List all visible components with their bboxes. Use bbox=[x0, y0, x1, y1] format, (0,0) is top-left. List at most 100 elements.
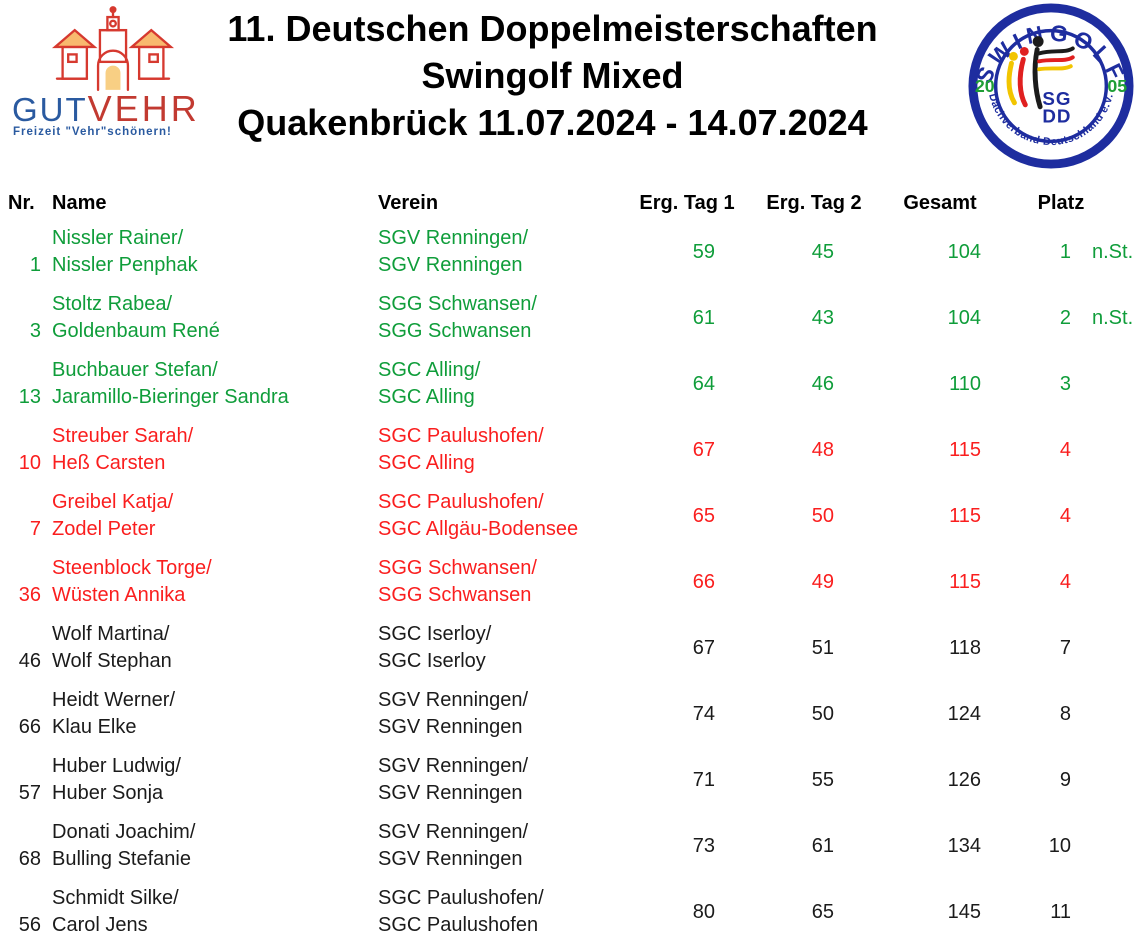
table-row: 3 Stoltz Rabea/ Goldenbaum René SGG Schw… bbox=[8, 291, 1143, 345]
player1-name: Schmidt Silke/ bbox=[52, 887, 179, 909]
sgdd-badge: SWINGOLF Dachverband Deutschland e.V. 20… bbox=[959, 0, 1143, 170]
player2-name: Heß Carsten bbox=[52, 452, 166, 474]
pair-number: 10 bbox=[18, 452, 41, 474]
gutvehr-word-vehr: VEHR bbox=[87, 88, 200, 129]
total-score: 126 bbox=[947, 768, 981, 791]
day2-score: 61 bbox=[811, 834, 834, 857]
pair-names: Huber Ludwig/ Huber Sonja bbox=[50, 753, 378, 807]
player2-name: Huber Sonja bbox=[52, 782, 164, 804]
day1-score: 67 bbox=[692, 438, 715, 461]
table-header-row: Nr. Name Verein Erg. Tag 1 Erg. Tag 2 Ge… bbox=[8, 190, 1143, 217]
results-table: Nr. Name Verein Erg. Tag 1 Erg. Tag 2 Ge… bbox=[0, 190, 1143, 939]
player2-name: Goldenbaum René bbox=[52, 320, 220, 342]
rank: 2 bbox=[1059, 306, 1071, 329]
tiebreak-note: n.St. bbox=[1092, 240, 1134, 263]
title-line3: Quakenbrück 11.07.2024 - 14.07.2024 bbox=[237, 102, 868, 143]
column-header-nr: Nr. bbox=[8, 192, 35, 214]
pair-names: Stoltz Rabea/ Goldenbaum René bbox=[50, 291, 378, 345]
day1-score: 66 bbox=[692, 570, 715, 593]
player2-club: SGV Renningen bbox=[378, 782, 523, 804]
pair-clubs: SGV Renningen/ SGV Renningen bbox=[378, 819, 626, 873]
total-score: 118 bbox=[949, 636, 981, 659]
column-header-gesamt: Gesamt bbox=[903, 192, 977, 214]
tiebreak-note bbox=[1092, 357, 1143, 411]
player2-name: Bulling Stefanie bbox=[52, 848, 191, 870]
pair-clubs: SGC Paulushofen/ SGC Paulushofen bbox=[378, 885, 626, 939]
rank: 9 bbox=[1059, 768, 1071, 791]
day1-score: 61 bbox=[692, 306, 715, 329]
sgdd-badge-icon: SWINGOLF Dachverband Deutschland e.V. 20… bbox=[968, 3, 1134, 169]
pair-clubs: SGV Renningen/ SGV Renningen bbox=[378, 753, 626, 807]
player1-name: Donati Joachim/ bbox=[52, 821, 196, 843]
day2-score: 51 bbox=[811, 636, 834, 659]
rank: 8 bbox=[1059, 702, 1071, 725]
badge-year-right: 05 bbox=[1107, 76, 1127, 96]
player1-club: SGV Renningen/ bbox=[378, 821, 529, 843]
pair-number: 57 bbox=[18, 782, 41, 804]
player2-name: Klau Elke bbox=[52, 716, 137, 738]
pair-names: Streuber Sarah/ Heß Carsten bbox=[50, 423, 378, 477]
player2-club: SGG Schwansen bbox=[378, 320, 532, 342]
rank: 10 bbox=[1048, 834, 1071, 857]
player1-name: Streuber Sarah/ bbox=[52, 425, 194, 447]
player1-name: Steenblock Torge/ bbox=[52, 557, 212, 579]
pair-number: 1 bbox=[29, 254, 41, 276]
player2-club: SGC Iserloy bbox=[378, 650, 486, 672]
tiebreak-note bbox=[1092, 423, 1143, 477]
tiebreak-note bbox=[1092, 753, 1143, 807]
pair-number: 66 bbox=[18, 716, 41, 738]
rank: 4 bbox=[1059, 438, 1071, 461]
player2-club: SGG Schwansen bbox=[378, 584, 532, 606]
badge-center-sg: SG bbox=[1042, 88, 1071, 109]
pair-clubs: SGV Renningen/ SGV Renningen bbox=[378, 225, 626, 279]
pair-names: Nissler Rainer/ Nissler Penphak bbox=[50, 225, 378, 279]
pair-clubs: SGG Schwansen/ SGG Schwansen bbox=[378, 291, 626, 345]
player2-name: Wüsten Annika bbox=[52, 584, 186, 606]
day1-score: 64 bbox=[692, 372, 715, 395]
page-title: 11. Deutschen Doppelmeisterschaften Swin… bbox=[212, 0, 959, 170]
pair-names: Donati Joachim/ Bulling Stefanie bbox=[50, 819, 378, 873]
player1-club: SGV Renningen/ bbox=[378, 689, 529, 711]
pair-clubs: SGC Paulushofen/ SGC Allgäu-Bodensee bbox=[378, 489, 626, 543]
player2-club: SGV Renningen bbox=[378, 848, 523, 870]
total-score: 115 bbox=[949, 504, 981, 527]
pair-names: Schmidt Silke/ Carol Jens bbox=[50, 885, 378, 939]
player2-club: SGC Paulushofen bbox=[378, 914, 539, 936]
player2-name: Wolf Stephan bbox=[52, 650, 172, 672]
player1-club: SGG Schwansen/ bbox=[378, 293, 537, 315]
pair-names: Greibel Katja/ Zodel Peter bbox=[50, 489, 378, 543]
player2-name: Jaramillo-Bieringer Sandra bbox=[52, 386, 289, 408]
pair-names: Steenblock Torge/ Wüsten Annika bbox=[50, 555, 378, 609]
table-row: 46 Wolf Martina/ Wolf Stephan SGC Iserlo… bbox=[8, 621, 1143, 675]
badge-year-left: 20 bbox=[975, 76, 995, 96]
player2-name: Zodel Peter bbox=[52, 518, 156, 540]
pair-clubs: SGC Paulushofen/ SGC Alling bbox=[378, 423, 626, 477]
player2-club: SGV Renningen bbox=[378, 254, 523, 276]
day1-score: 71 bbox=[692, 768, 715, 791]
gutvehr-word-gut: GUT bbox=[12, 91, 88, 128]
day1-score: 74 bbox=[692, 702, 715, 725]
table-row: 36 Steenblock Torge/ Wüsten Annika SGG S… bbox=[8, 555, 1143, 609]
pair-names: Buchbauer Stefan/ Jaramillo-Bieringer Sa… bbox=[50, 357, 378, 411]
day2-score: 45 bbox=[811, 240, 834, 263]
column-header-note bbox=[1092, 190, 1143, 217]
pair-clubs: SGV Renningen/ SGV Renningen bbox=[378, 687, 626, 741]
player2-club: SGC Allgäu-Bodensee bbox=[378, 518, 579, 540]
day1-score: 67 bbox=[692, 636, 715, 659]
total-score: 104 bbox=[947, 306, 981, 329]
title-line1: 11. Deutschen Doppelmeisterschaften bbox=[227, 8, 878, 49]
pair-clubs: SGG Schwansen/ SGG Schwansen bbox=[378, 555, 626, 609]
player2-club: SGC Alling bbox=[378, 386, 475, 408]
tiebreak-note bbox=[1092, 687, 1143, 741]
day2-score: 49 bbox=[811, 570, 834, 593]
player1-name: Stoltz Rabea/ bbox=[52, 293, 173, 315]
page-header: GUTVEHR Freizeit "Vehr"schönern! 11. Deu… bbox=[0, 0, 1143, 170]
player1-club: SGC Iserloy/ bbox=[378, 623, 492, 645]
pair-number: 13 bbox=[18, 386, 41, 408]
swingolf-players-icon bbox=[1006, 36, 1075, 110]
player1-club: SGV Renningen/ bbox=[378, 227, 529, 249]
tiebreak-note: n.St. bbox=[1092, 306, 1134, 329]
total-score: 115 bbox=[949, 570, 981, 593]
day2-score: 55 bbox=[811, 768, 834, 791]
table-row: 7 Greibel Katja/ Zodel Peter SGC Paulush… bbox=[8, 489, 1143, 543]
